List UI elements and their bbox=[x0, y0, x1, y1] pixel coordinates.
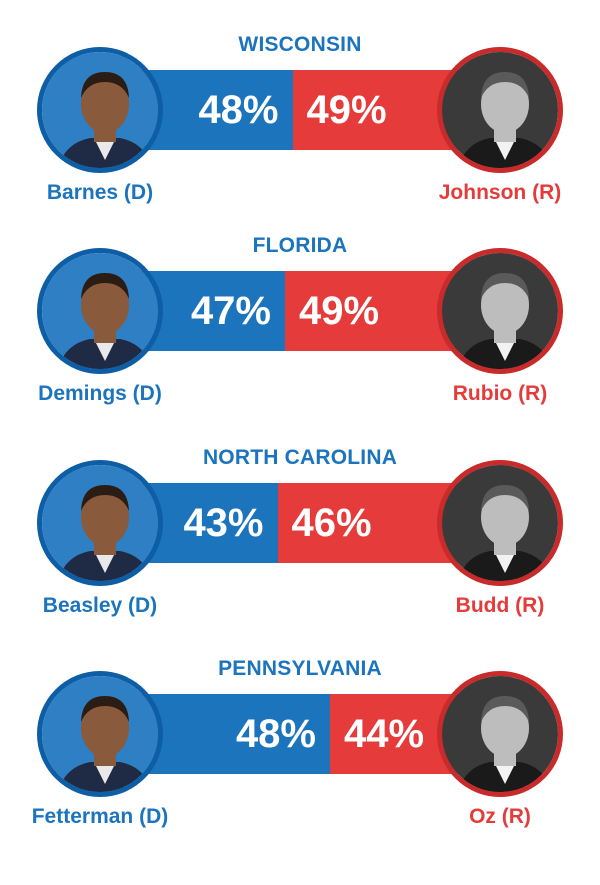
dem-candidate-photo bbox=[37, 460, 163, 586]
dem-candidate-name: Beasley (D) bbox=[42, 594, 158, 617]
rep-percent-label: 46% bbox=[291, 501, 372, 545]
rep-candidate-name: Budd (R) bbox=[455, 594, 545, 617]
head-to-head-bar: 43% 46% bbox=[100, 483, 500, 563]
dem-candidate-photo bbox=[37, 248, 163, 374]
state-title: NORTH CAROLINA bbox=[202, 446, 398, 469]
state-title: WISCONSIN bbox=[238, 33, 362, 56]
rep-percent-label: 49% bbox=[299, 289, 380, 333]
state-title: FLORIDA bbox=[252, 234, 348, 257]
dem-percent-label: 47% bbox=[190, 289, 271, 333]
state-title: PENNSYLVANIA bbox=[218, 657, 382, 680]
dem-candidate-name: Barnes (D) bbox=[46, 181, 154, 204]
dem-percent-label: 48% bbox=[235, 712, 316, 756]
dem-candidate-photo bbox=[37, 47, 163, 173]
race-florida: FLORIDA 47% 49% Demings (D) Rubio (R) bbox=[0, 234, 600, 446]
rep-candidate-name: Johnson (R) bbox=[438, 181, 562, 204]
race-wisconsin: WISCONSIN 48% 49% Barnes (D) Johnson (R) bbox=[0, 33, 600, 245]
rep-candidate-name: Oz (R) bbox=[469, 805, 531, 828]
rep-candidate-name: Rubio (R) bbox=[452, 382, 548, 405]
rep-candidate-photo bbox=[437, 248, 563, 374]
rep-candidate-photo bbox=[437, 671, 563, 797]
rep-percent-label: 44% bbox=[344, 712, 425, 756]
rep-percent-label: 49% bbox=[306, 88, 387, 132]
race-pennsylvania: PENNSYLVANIA 48% 44% Fetterman (D) Oz (R) bbox=[0, 657, 600, 869]
dem-candidate-name: Fetterman (D) bbox=[31, 805, 169, 828]
rep-candidate-photo bbox=[437, 460, 563, 586]
dem-percent-label: 48% bbox=[198, 88, 279, 132]
race-north-carolina: NORTH CAROLINA 43% 46% Beasley (D) Budd (R) bbox=[0, 446, 600, 658]
rep-candidate-photo bbox=[437, 47, 563, 173]
dem-candidate-photo bbox=[37, 671, 163, 797]
dem-percent-label: 43% bbox=[183, 501, 264, 545]
dem-candidate-name: Demings (D) bbox=[38, 382, 162, 405]
